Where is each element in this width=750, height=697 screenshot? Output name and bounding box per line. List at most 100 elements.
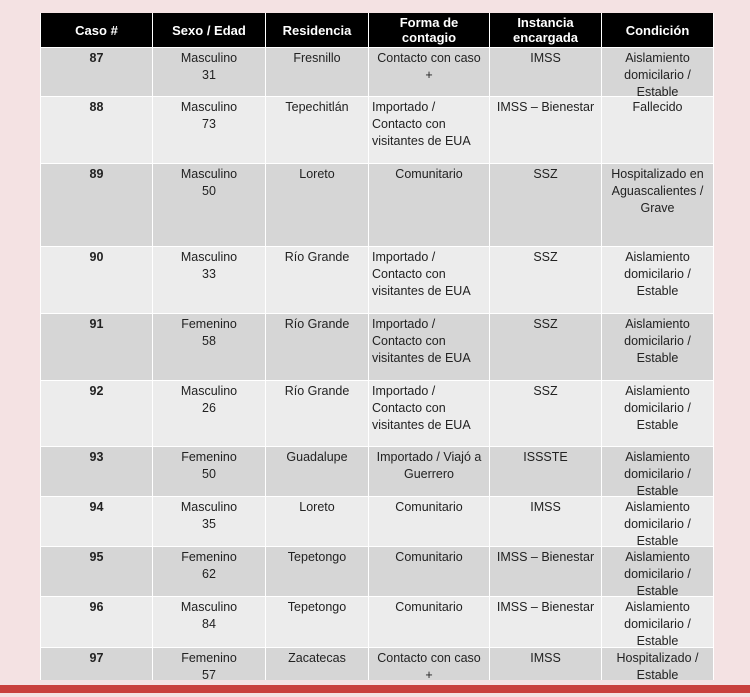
cell-forma-contagio: Contacto con caso +	[368, 647, 490, 680]
header-condicion: Condición	[601, 13, 714, 48]
cell-residencia: Zacatecas	[265, 647, 369, 680]
table-row: 94 Masculino 35 Loreto Comunitario IMSS Aislam…	[40, 496, 714, 547]
cell-condicion: Aislamiento domicilario / Estable	[601, 380, 714, 447]
sexo: Masculino	[180, 384, 238, 398]
cell-condicion: Aislamiento domicilario / Estable	[601, 47, 714, 97]
cell-residencia: Tepetongo	[265, 546, 369, 597]
cell-caso: 93	[40, 446, 153, 497]
cell-sexo-edad: Masculino 33	[152, 246, 266, 314]
cell-instancia: IMSS	[489, 647, 602, 680]
table-row: 91 Femenino 58 Río Grande Importado / Contac…	[40, 313, 714, 381]
table-row: 89 Masculino 50 Loreto Comunitario SSZ Hospita…	[40, 163, 714, 247]
cell-forma-contagio: Contacto con caso +	[368, 47, 490, 97]
sexo: Masculino	[180, 600, 238, 614]
cell-sexo-edad: Femenino 58	[152, 313, 266, 381]
cell-instancia: SSZ	[489, 313, 602, 381]
cell-condicion: Aislamiento domicilario / Estable	[601, 246, 714, 314]
cell-forma-contagio: Importado / Contacto con visitantes de E…	[368, 380, 490, 447]
cell-condicion: Aislamiento domicilario / Estable	[601, 313, 714, 381]
cell-forma-contagio: Comunitario	[368, 496, 490, 547]
accent-bar	[0, 685, 750, 693]
cell-sexo-edad: Femenino 62	[152, 546, 266, 597]
cell-instancia: IMSS – Bienestar	[489, 96, 602, 164]
cell-instancia: IMSS – Bienestar	[489, 546, 602, 597]
cell-residencia: Río Grande	[265, 380, 369, 447]
cell-instancia: IMSS	[489, 496, 602, 547]
sexo: Femenino	[181, 450, 237, 464]
cell-forma-contagio: Importado / Viajó a Guerrero	[368, 446, 490, 497]
cases-table: Caso # Sexo / Edad Residencia Forma de c…	[40, 13, 714, 680]
cell-forma-contagio: Importado / Contacto con visitantes de E…	[368, 96, 490, 164]
cell-sexo-edad: Masculino 84	[152, 596, 266, 648]
cell-residencia: Loreto	[265, 496, 369, 547]
table-row: 96 Masculino 84 Tepetongo Comunitario IMSS – …	[40, 596, 714, 648]
cell-instancia: SSZ	[489, 246, 602, 314]
cell-sexo-edad: Femenino 57	[152, 647, 266, 680]
cell-residencia: Loreto	[265, 163, 369, 247]
table-row: 97 Femenino 57 Zacatecas Contacto con caso +…	[40, 647, 714, 680]
header-instancia: Instancia encargada	[489, 13, 602, 48]
edad: 31	[202, 68, 216, 82]
cell-condicion: Aislamiento domicilario / Estable	[601, 446, 714, 497]
header-sexo-edad: Sexo / Edad	[152, 13, 266, 48]
cell-condicion: Fallecido	[601, 96, 714, 164]
header-residencia: Residencia	[265, 13, 369, 48]
edad: 50	[202, 184, 216, 198]
edad: 57	[202, 668, 216, 680]
cell-condicion: Hospitalizado / Estable	[601, 647, 714, 680]
table-row: 92 Masculino 26 Río Grande Importado / Conta…	[40, 380, 714, 447]
table-row: 90 Masculino 33 Río Grande Importado / Conta…	[40, 246, 714, 314]
table-row: 93 Femenino 50 Guadalupe Importado / Viajó a…	[40, 446, 714, 497]
cell-condicion: Hospitalizado en Aguascalientes / Grave	[601, 163, 714, 247]
edad: 33	[202, 267, 216, 281]
cell-condicion: Aislamiento domicilario / Estable	[601, 546, 714, 597]
cell-instancia: IMSS – Bienestar	[489, 596, 602, 648]
cell-sexo-edad: Masculino 31	[152, 47, 266, 97]
cell-caso: 89	[40, 163, 153, 247]
table-row: 88 Masculino 73 Tepechitlán Importado / Cont…	[40, 96, 714, 164]
cell-instancia: IMSS	[489, 47, 602, 97]
cell-sexo-edad: Masculino 73	[152, 96, 266, 164]
sexo: Masculino	[180, 167, 238, 181]
cell-instancia: SSZ	[489, 163, 602, 247]
cell-residencia: Río Grande	[265, 246, 369, 314]
cell-forma-contagio: Comunitario	[368, 596, 490, 648]
edad: 62	[202, 567, 216, 581]
cell-sexo-edad: Femenino 50	[152, 446, 266, 497]
sexo: Masculino	[180, 100, 238, 114]
cell-condicion: Aislamiento domicilario / Estable	[601, 496, 714, 547]
cell-caso: 96	[40, 596, 153, 648]
edad: 73	[202, 117, 216, 131]
cell-caso: 94	[40, 496, 153, 547]
cell-caso: 97	[40, 647, 153, 680]
cell-caso: 90	[40, 246, 153, 314]
cell-residencia: Tepetongo	[265, 596, 369, 648]
sexo: Masculino	[180, 51, 238, 65]
header-forma-contagio: Forma de contagio	[368, 13, 490, 48]
cell-forma-contagio: Importado / Contacto con visitantes de E…	[368, 313, 490, 381]
sexo: Masculino	[180, 500, 238, 514]
cell-caso: 91	[40, 313, 153, 381]
cell-residencia: Guadalupe	[265, 446, 369, 497]
sexo: Femenino	[181, 651, 237, 665]
edad: 35	[202, 517, 216, 531]
edad: 50	[202, 467, 216, 481]
table-row: 87 Masculino 31 Fresnillo Contacto con caso …	[40, 47, 714, 97]
cell-instancia: ISSSTE	[489, 446, 602, 497]
cell-sexo-edad: Masculino 26	[152, 380, 266, 447]
table-row: 95 Femenino 62 Tepetongo Comunitario IMSS – B…	[40, 546, 714, 597]
cell-forma-contagio: Comunitario	[368, 546, 490, 597]
cell-caso: 87	[40, 47, 153, 97]
sexo: Femenino	[181, 550, 237, 564]
cell-sexo-edad: Masculino 35	[152, 496, 266, 547]
cell-residencia: Tepechitlán	[265, 96, 369, 164]
cell-residencia: Fresnillo	[265, 47, 369, 97]
cell-caso: 88	[40, 96, 153, 164]
header-caso: Caso #	[40, 13, 153, 48]
sexo: Femenino	[181, 317, 237, 331]
edad: 84	[202, 617, 216, 631]
edad: 26	[202, 401, 216, 415]
cell-instancia: SSZ	[489, 380, 602, 447]
cell-forma-contagio: Importado / Contacto con visitantes de E…	[368, 246, 490, 314]
cell-residencia: Río Grande	[265, 313, 369, 381]
